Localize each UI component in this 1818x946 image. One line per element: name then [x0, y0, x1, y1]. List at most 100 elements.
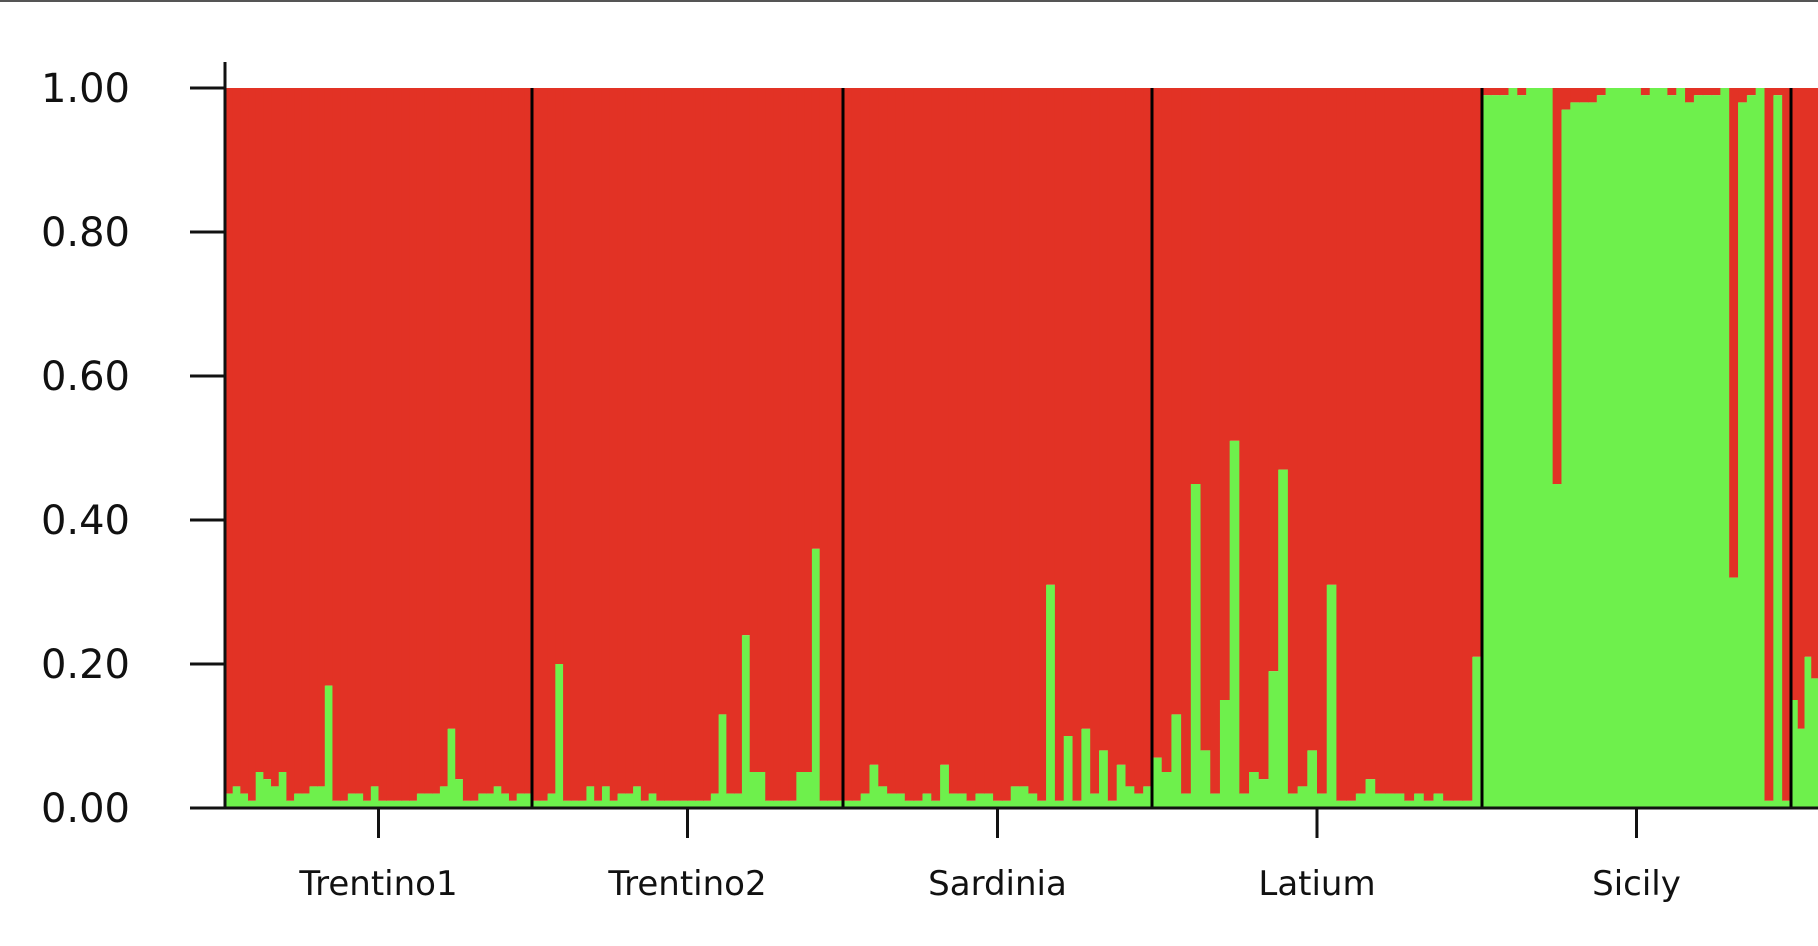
bar-red-segment — [409, 88, 418, 801]
bar-red-segment — [1054, 88, 1065, 801]
bar-green-segment — [904, 800, 915, 808]
bar-green-segment — [869, 764, 879, 808]
bar-red-segment — [524, 88, 533, 794]
bar-red-segment — [1063, 88, 1074, 736]
bar-green-segment — [975, 793, 985, 808]
bar-red-segment — [726, 88, 735, 794]
y-tick-label: 1.00 — [41, 66, 130, 112]
bar-red-segment — [1001, 88, 1012, 801]
bar-red-segment — [570, 88, 580, 801]
y-tick-label: 0.20 — [41, 642, 130, 688]
bar-red-segment — [601, 88, 611, 787]
bar-red-segment — [1404, 88, 1415, 801]
bar-red-segment — [393, 88, 403, 801]
bar-red-segment — [401, 88, 410, 801]
population-label: Trentino1 — [298, 864, 457, 904]
bar-red-segment — [1219, 88, 1231, 700]
bar-red-segment — [1640, 88, 1651, 96]
bar-green-segment — [1517, 95, 1527, 808]
bar-green-segment — [301, 793, 311, 808]
bar-red-segment — [240, 88, 249, 794]
bar-green-segment — [878, 786, 888, 808]
bar-red-segment — [1258, 88, 1270, 780]
bar-red-segment — [555, 88, 564, 664]
bar-green-segment — [1614, 88, 1624, 808]
bar-green-segment — [1702, 95, 1713, 808]
bar-green-segment — [1171, 714, 1182, 808]
bar-green-segment — [1258, 779, 1270, 808]
bar-red-segment — [966, 88, 977, 801]
bar-green-segment — [1729, 577, 1739, 808]
bar-green-segment — [671, 800, 681, 808]
bar-green-segment — [1001, 800, 1012, 808]
bar-green-segment — [1072, 800, 1082, 808]
bar-green-segment — [432, 793, 441, 808]
bar-green-segment — [1596, 95, 1607, 808]
bar-green-segment — [1552, 484, 1563, 808]
bar-green-segment — [1063, 736, 1074, 808]
bar-green-segment — [447, 728, 456, 808]
bar-red-segment — [1375, 88, 1386, 794]
bar-red-segment — [594, 88, 603, 801]
bar-red-segment — [1278, 88, 1289, 470]
bar-green-segment — [931, 800, 941, 808]
bar-green-segment — [424, 793, 433, 808]
bar-red-segment — [1797, 88, 1806, 729]
bar-green-segment — [1181, 793, 1192, 808]
bar-green-segment — [347, 793, 357, 808]
bar-green-segment — [1720, 88, 1730, 808]
bar-green-segment — [1046, 584, 1056, 808]
bar-red-segment — [710, 88, 720, 794]
bar-red-segment — [656, 88, 665, 801]
bar-green-segment — [757, 772, 766, 808]
bar-red-segment — [948, 88, 959, 794]
bar-green-segment — [1472, 656, 1483, 808]
bar-green-segment — [401, 800, 410, 808]
bar-green-segment — [255, 772, 264, 808]
y-tick-label: 0.00 — [41, 786, 130, 832]
bar-red-segment — [1287, 88, 1299, 794]
bar-green-segment — [586, 786, 595, 808]
bar-green-segment — [966, 800, 977, 808]
bar-green-segment — [485, 793, 495, 808]
bar-red-segment — [1125, 88, 1135, 787]
bar-red-segment — [1116, 88, 1127, 765]
bar-green-segment — [1404, 800, 1415, 808]
bar-green-segment — [1443, 800, 1454, 808]
bar-green-segment — [516, 793, 525, 808]
bar-red-segment — [913, 88, 924, 801]
bar-green-segment — [811, 548, 821, 808]
bar-green-segment — [1534, 88, 1545, 808]
bar-green-segment — [1462, 800, 1473, 808]
bar-green-segment — [1278, 469, 1289, 808]
bar-red-segment — [317, 88, 326, 787]
bar-green-segment — [1423, 800, 1435, 808]
y-tick-label: 0.80 — [41, 210, 130, 256]
bar-red-segment — [671, 88, 681, 801]
bar-green-segment — [1219, 700, 1231, 808]
bar-red-segment — [355, 88, 364, 794]
bar-green-segment — [1346, 800, 1357, 808]
bar-green-segment — [370, 786, 380, 808]
bar-green-segment — [462, 800, 472, 808]
bar-red-segment — [340, 88, 349, 801]
bar-green-segment — [948, 793, 959, 808]
bar-red-segment — [811, 88, 821, 549]
bar-red-segment — [648, 88, 658, 794]
bar-green-segment — [225, 793, 234, 808]
bar-red-segment — [1081, 88, 1091, 729]
bar-green-segment — [957, 793, 968, 808]
bar-green-segment — [278, 772, 288, 808]
bar-green-segment — [309, 786, 318, 808]
bar-green-segment — [710, 793, 720, 808]
bar-green-segment — [508, 800, 518, 808]
bar-green-segment — [1746, 95, 1757, 808]
bar-red-segment — [1811, 88, 1818, 679]
bar-green-segment — [547, 793, 556, 808]
bar-green-segment — [1107, 800, 1118, 808]
bar-red-segment — [1365, 88, 1376, 780]
bar-green-segment — [1239, 793, 1250, 808]
bar-red-segment — [1782, 88, 1792, 801]
bar-red-segment — [532, 88, 541, 801]
bar-red-segment — [1433, 88, 1444, 794]
